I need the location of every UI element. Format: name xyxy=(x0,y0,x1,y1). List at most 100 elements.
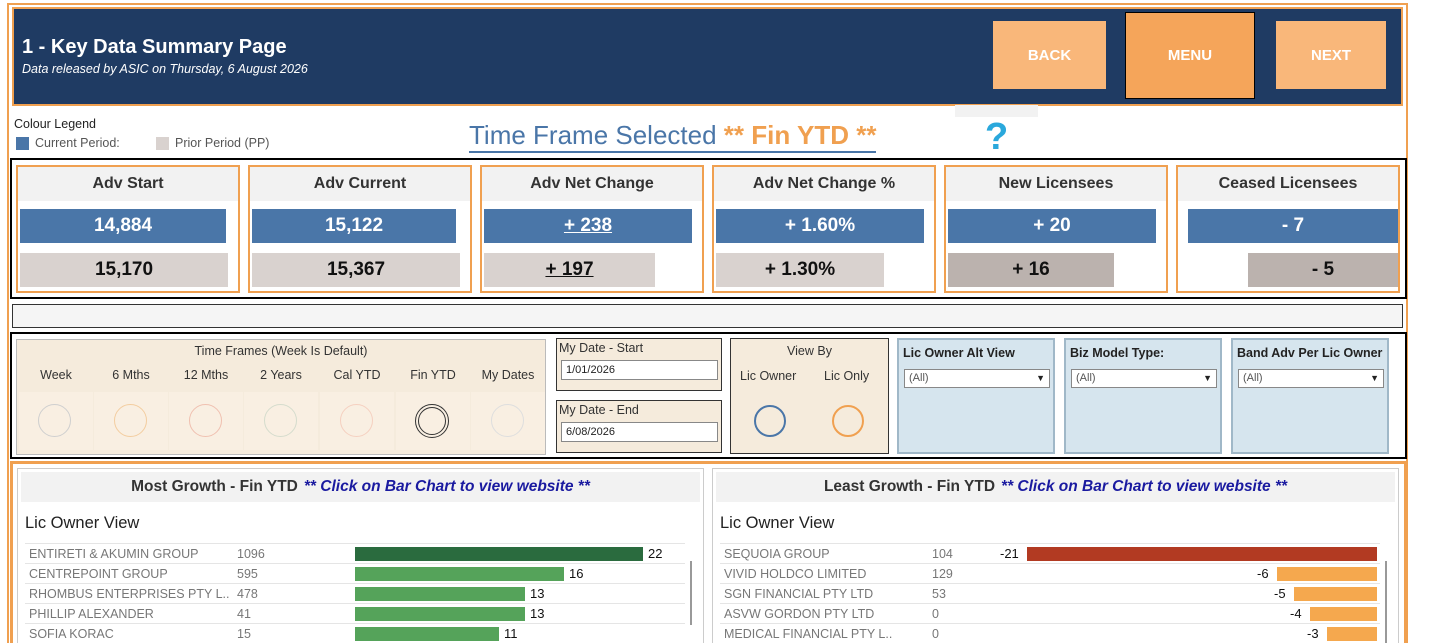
view-by-lic-owner-label[interactable]: Lic Owner xyxy=(740,369,797,383)
tf-radio-fin-ytd[interactable] xyxy=(415,404,449,438)
bar-label: 16 xyxy=(569,566,584,581)
select-value: (All) xyxy=(1243,372,1263,384)
growth-bar[interactable] xyxy=(355,587,525,601)
tf-option-my-dates[interactable]: My Dates xyxy=(481,368,535,382)
growth-bar[interactable] xyxy=(355,607,525,621)
least-growth-header: Least Growth - Fin YTD ** Click on Bar C… xyxy=(716,472,1395,502)
divider-band xyxy=(12,304,1403,328)
view-by-title: View By xyxy=(787,344,832,358)
kpi-prior-value: - 5 xyxy=(1248,253,1398,287)
prior-swatch xyxy=(156,136,169,150)
tf-option-cal-ytd[interactable]: Cal YTD xyxy=(333,368,381,382)
legend-prior: Prior Period (PP) xyxy=(156,136,269,150)
view-by-lic-owner-radio[interactable] xyxy=(754,405,786,437)
kpi-adv-net-change: Adv Net Change + 238 + 197 xyxy=(480,165,704,293)
menu-button[interactable]: MENU xyxy=(1125,12,1255,99)
scrollbar[interactable] xyxy=(690,561,692,625)
least-growth-view-label: Lic Owner View xyxy=(720,514,835,532)
growth-bar[interactable] xyxy=(1327,627,1377,641)
growth-bar[interactable] xyxy=(1310,607,1377,621)
biz-model-type-select[interactable]: (All) ▼ xyxy=(1071,369,1217,388)
date-end-box: My Date - End 6/08/2026 xyxy=(556,400,722,453)
colour-legend-title: Colour Legend xyxy=(14,117,97,131)
growth-bar[interactable] xyxy=(1294,587,1377,601)
kpi-current-value[interactable]: + 238 xyxy=(484,209,692,243)
scrollbar[interactable] xyxy=(1385,561,1387,643)
kpi-title: Adv Net Change xyxy=(482,167,702,201)
kpi-prior-value[interactable]: + 197 xyxy=(484,253,655,287)
most-growth-title: Most Growth - Fin YTD xyxy=(131,478,298,495)
list-item[interactable]: VIVID HOLDCO LIMITED 129 -6 xyxy=(720,563,1380,583)
row-count: 595 xyxy=(237,567,258,581)
help-icon[interactable]: ? xyxy=(985,116,1009,158)
chevron-down-icon: ▼ xyxy=(1203,373,1212,383)
list-item[interactable]: PHILLIP ALEXANDER 41 13 xyxy=(25,603,685,623)
legend-prior-label: Prior Period (PP) xyxy=(175,136,270,150)
biz-model-type-title: Biz Model Type: xyxy=(1070,346,1165,360)
tf-radio-6-mths[interactable] xyxy=(114,404,147,437)
band-adv-filter: Band Adv Per Lic Owner (All) ▼ xyxy=(1231,338,1389,454)
tf-option-fin-ytd[interactable]: Fin YTD xyxy=(410,368,456,382)
band-adv-select[interactable]: (All) ▼ xyxy=(1238,369,1384,388)
list-item[interactable]: MEDICAL FINANCIAL PTY L.. 0 -3 xyxy=(720,623,1380,643)
bar-label: 11 xyxy=(504,626,518,641)
most-growth-view-label: Lic Owner View xyxy=(25,514,140,532)
row-count: 15 xyxy=(237,627,251,641)
bar-label: -4 xyxy=(1290,606,1302,621)
biz-model-type-filter: Biz Model Type: (All) ▼ xyxy=(1064,338,1222,454)
kpi-title: New Licensees xyxy=(946,167,1166,201)
row-name: SOFIA KORAC xyxy=(29,627,114,641)
tf-option-2-years[interactable]: 2 Years xyxy=(260,368,302,382)
tf-option-week[interactable]: Week xyxy=(40,368,72,382)
view-by-lic-only-radio[interactable] xyxy=(832,405,864,437)
legend-current: Current Period: xyxy=(16,136,120,150)
growth-bar[interactable] xyxy=(355,567,564,581)
tf-option-6-mths[interactable]: 6 Mths xyxy=(112,368,150,382)
kpi-adv-net-change-pct: Adv Net Change % + 1.60% + 1.30% xyxy=(712,165,936,293)
lic-owner-alt-view-select[interactable]: (All) ▼ xyxy=(904,369,1050,388)
kpi-new-licensees: New Licensees + 20 + 16 xyxy=(944,165,1168,293)
kpi-prior-value: 15,367 xyxy=(252,253,460,287)
tf-radio-12-mths[interactable] xyxy=(189,404,222,437)
list-item[interactable]: ASVW GORDON PTY LTD 0 -4 xyxy=(720,603,1380,623)
list-item[interactable]: RHOMBUS ENTERPRISES PTY L.. 478 13 xyxy=(25,583,685,603)
growth-bar[interactable] xyxy=(1277,567,1377,581)
tf-radio-week[interactable] xyxy=(38,404,71,437)
tf-radio-cal-ytd[interactable] xyxy=(340,404,373,437)
row-count: 1096 xyxy=(237,547,265,561)
most-growth-header: Most Growth - Fin YTD ** Click on Bar Ch… xyxy=(21,472,700,502)
next-button[interactable]: NEXT xyxy=(1276,21,1386,89)
date-start-box: My Date - Start 1/01/2026 xyxy=(556,338,722,391)
growth-bar[interactable] xyxy=(1027,547,1377,561)
tf-radio-my-dates[interactable] xyxy=(491,404,524,437)
help-bar xyxy=(955,105,1038,117)
view-by-filter: View By Lic Owner Lic Only xyxy=(730,338,889,454)
list-item[interactable]: SGN FINANCIAL PTY LTD 53 -5 xyxy=(720,583,1380,603)
kpi-title: Adv Current xyxy=(250,167,470,201)
growth-container xyxy=(10,461,1407,643)
date-end-input[interactable]: 6/08/2026 xyxy=(561,422,718,442)
least-growth-note: ** Click on Bar Chart to view website ** xyxy=(1001,478,1288,495)
back-button[interactable]: BACK xyxy=(993,21,1106,89)
growth-bar[interactable] xyxy=(355,547,643,561)
kpi-prior-value: + 16 xyxy=(948,253,1114,287)
page-title: 1 - Key Data Summary Page xyxy=(22,36,287,58)
view-by-lic-only-label[interactable]: Lic Only xyxy=(824,369,870,383)
tf-option-12-mths[interactable]: 12 Mths xyxy=(183,368,229,382)
list-item[interactable]: CENTREPOINT GROUP 595 16 xyxy=(25,563,685,583)
list-item[interactable]: ENTIRETI & AKUMIN GROUP 1096 22 xyxy=(25,543,685,563)
growth-bar[interactable] xyxy=(355,627,499,641)
kpi-title: Adv Net Change % xyxy=(714,167,934,201)
most-growth-panel: Most Growth - Fin YTD ** Click on Bar Ch… xyxy=(17,468,704,643)
date-start-input[interactable]: 1/01/2026 xyxy=(561,360,718,380)
list-item[interactable]: SEQUOIA GROUP 104 -21 xyxy=(720,543,1380,563)
bar-label: 22 xyxy=(648,546,663,561)
tf-radio-2-years[interactable] xyxy=(264,404,297,437)
select-value: (All) xyxy=(909,372,929,384)
kpi-prior-value: 15,170 xyxy=(20,253,228,287)
time-frame-label: Time Frame Selected xyxy=(469,120,717,150)
list-item[interactable]: SOFIA KORAC 15 11 xyxy=(25,623,685,643)
bar-label: -21 xyxy=(1000,546,1019,561)
row-count: 0 xyxy=(932,627,939,641)
time-frame-value: ** Fin YTD ** xyxy=(723,120,877,150)
